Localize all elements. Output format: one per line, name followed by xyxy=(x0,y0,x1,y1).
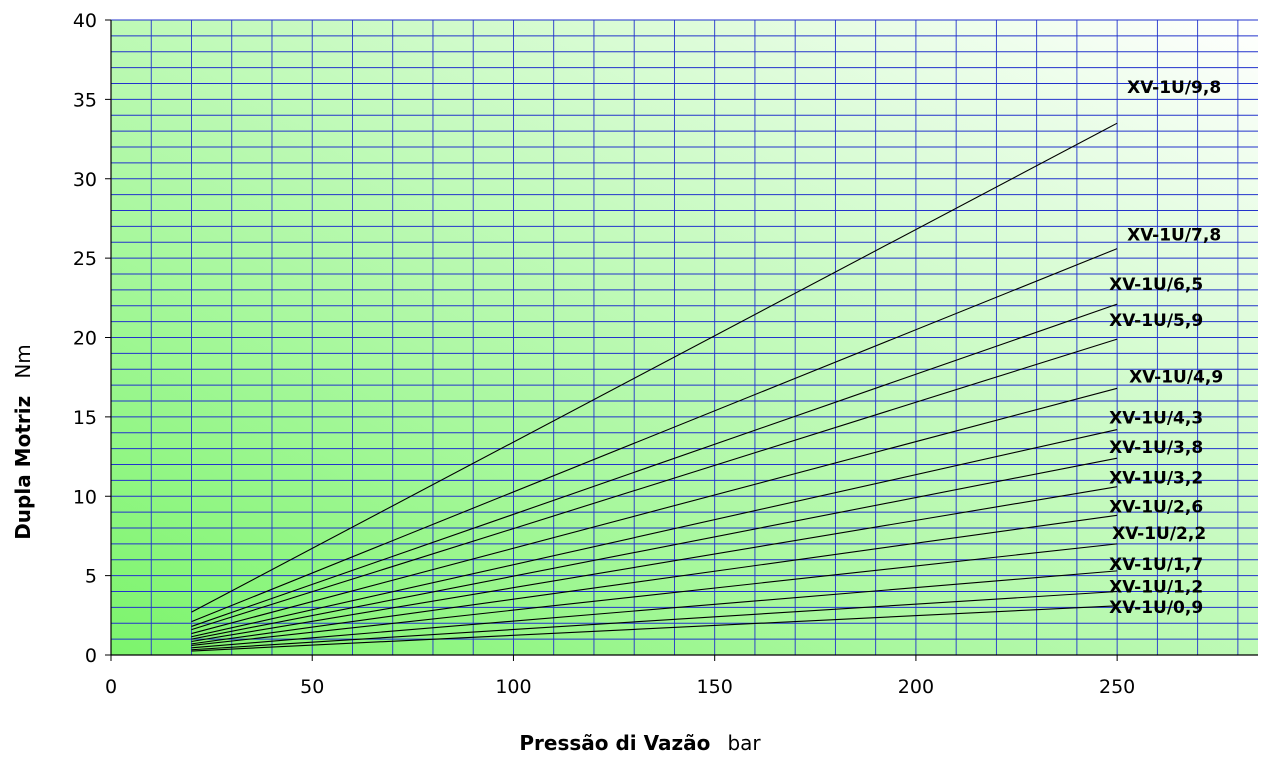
x-axis-label: Pressão di Vazão xyxy=(519,731,710,755)
series-line xyxy=(191,486,1118,643)
series-label: XV-1U/2,6 xyxy=(1109,497,1203,517)
series-label: XV-1U/1,2 xyxy=(1109,578,1203,598)
series-line xyxy=(191,590,1118,651)
y-axis-title: Dupla Motriz Nm xyxy=(11,344,35,540)
series-line xyxy=(191,387,1118,635)
series-line xyxy=(191,543,1118,647)
y-axis-label: Dupla Motriz xyxy=(11,396,35,540)
series-label: XV-1U/6,5 xyxy=(1109,275,1203,295)
y-tick-label: 20 xyxy=(73,328,97,350)
series-line xyxy=(191,570,1118,649)
tick-labels: 0 50 100 150 200 250 0 5 10 15 20 25 30 35 40 xyxy=(73,10,1135,698)
series-label: XV-1U/9,8 xyxy=(1127,78,1221,98)
x-tick-label: 0 xyxy=(105,676,117,698)
x-tick-label: 50 xyxy=(300,676,324,698)
x-tick-label: 100 xyxy=(495,676,531,698)
x-tick-label: 150 xyxy=(697,676,733,698)
y-tick-label: 5 xyxy=(85,566,97,588)
series-label: XV-1U/2,2 xyxy=(1112,524,1206,544)
series-label: XV-1U/5,9 xyxy=(1109,311,1203,331)
axes xyxy=(105,19,1258,661)
series-line xyxy=(191,429,1118,638)
series-label: XV-1U/3,8 xyxy=(1109,438,1203,458)
series-line xyxy=(191,514,1118,645)
series-line xyxy=(191,457,1118,640)
series-label: XV-1U/3,2 xyxy=(1109,469,1203,489)
series-group xyxy=(191,122,1118,652)
series-line xyxy=(191,605,1118,652)
y-tick-label: 30 xyxy=(73,169,97,191)
y-tick-label: 15 xyxy=(73,407,97,429)
series-line xyxy=(191,122,1118,613)
x-tick-label: 200 xyxy=(898,676,934,698)
series-label: XV-1U/4,9 xyxy=(1129,367,1223,387)
series-label: XV-1U/0,9 xyxy=(1109,598,1203,618)
y-tick-label: 25 xyxy=(73,248,97,270)
series-line xyxy=(191,248,1118,623)
y-axis-unit: Nm xyxy=(11,344,35,378)
x-tick-label: 250 xyxy=(1099,676,1135,698)
series-label: XV-1U/7,8 xyxy=(1127,226,1221,246)
series-labels: XV-1U/9,8 XV-1U/7,8 XV-1U/6,5 XV-1U/5,9 XV-1… xyxy=(1109,78,1223,618)
y-tick-label: 40 xyxy=(73,10,97,32)
series-label: XV-1U/1,7 xyxy=(1109,555,1203,575)
grid xyxy=(110,19,1258,656)
y-tick-label: 0 xyxy=(85,645,97,667)
series-label: XV-1U/4,3 xyxy=(1109,409,1203,429)
y-tick-label: 35 xyxy=(73,89,97,111)
series-line xyxy=(191,303,1118,627)
x-axis-title: Pressão di Vazão bar xyxy=(519,731,761,755)
series-line xyxy=(191,338,1118,631)
x-axis-unit: bar xyxy=(727,731,761,755)
y-tick-label: 10 xyxy=(73,486,97,508)
